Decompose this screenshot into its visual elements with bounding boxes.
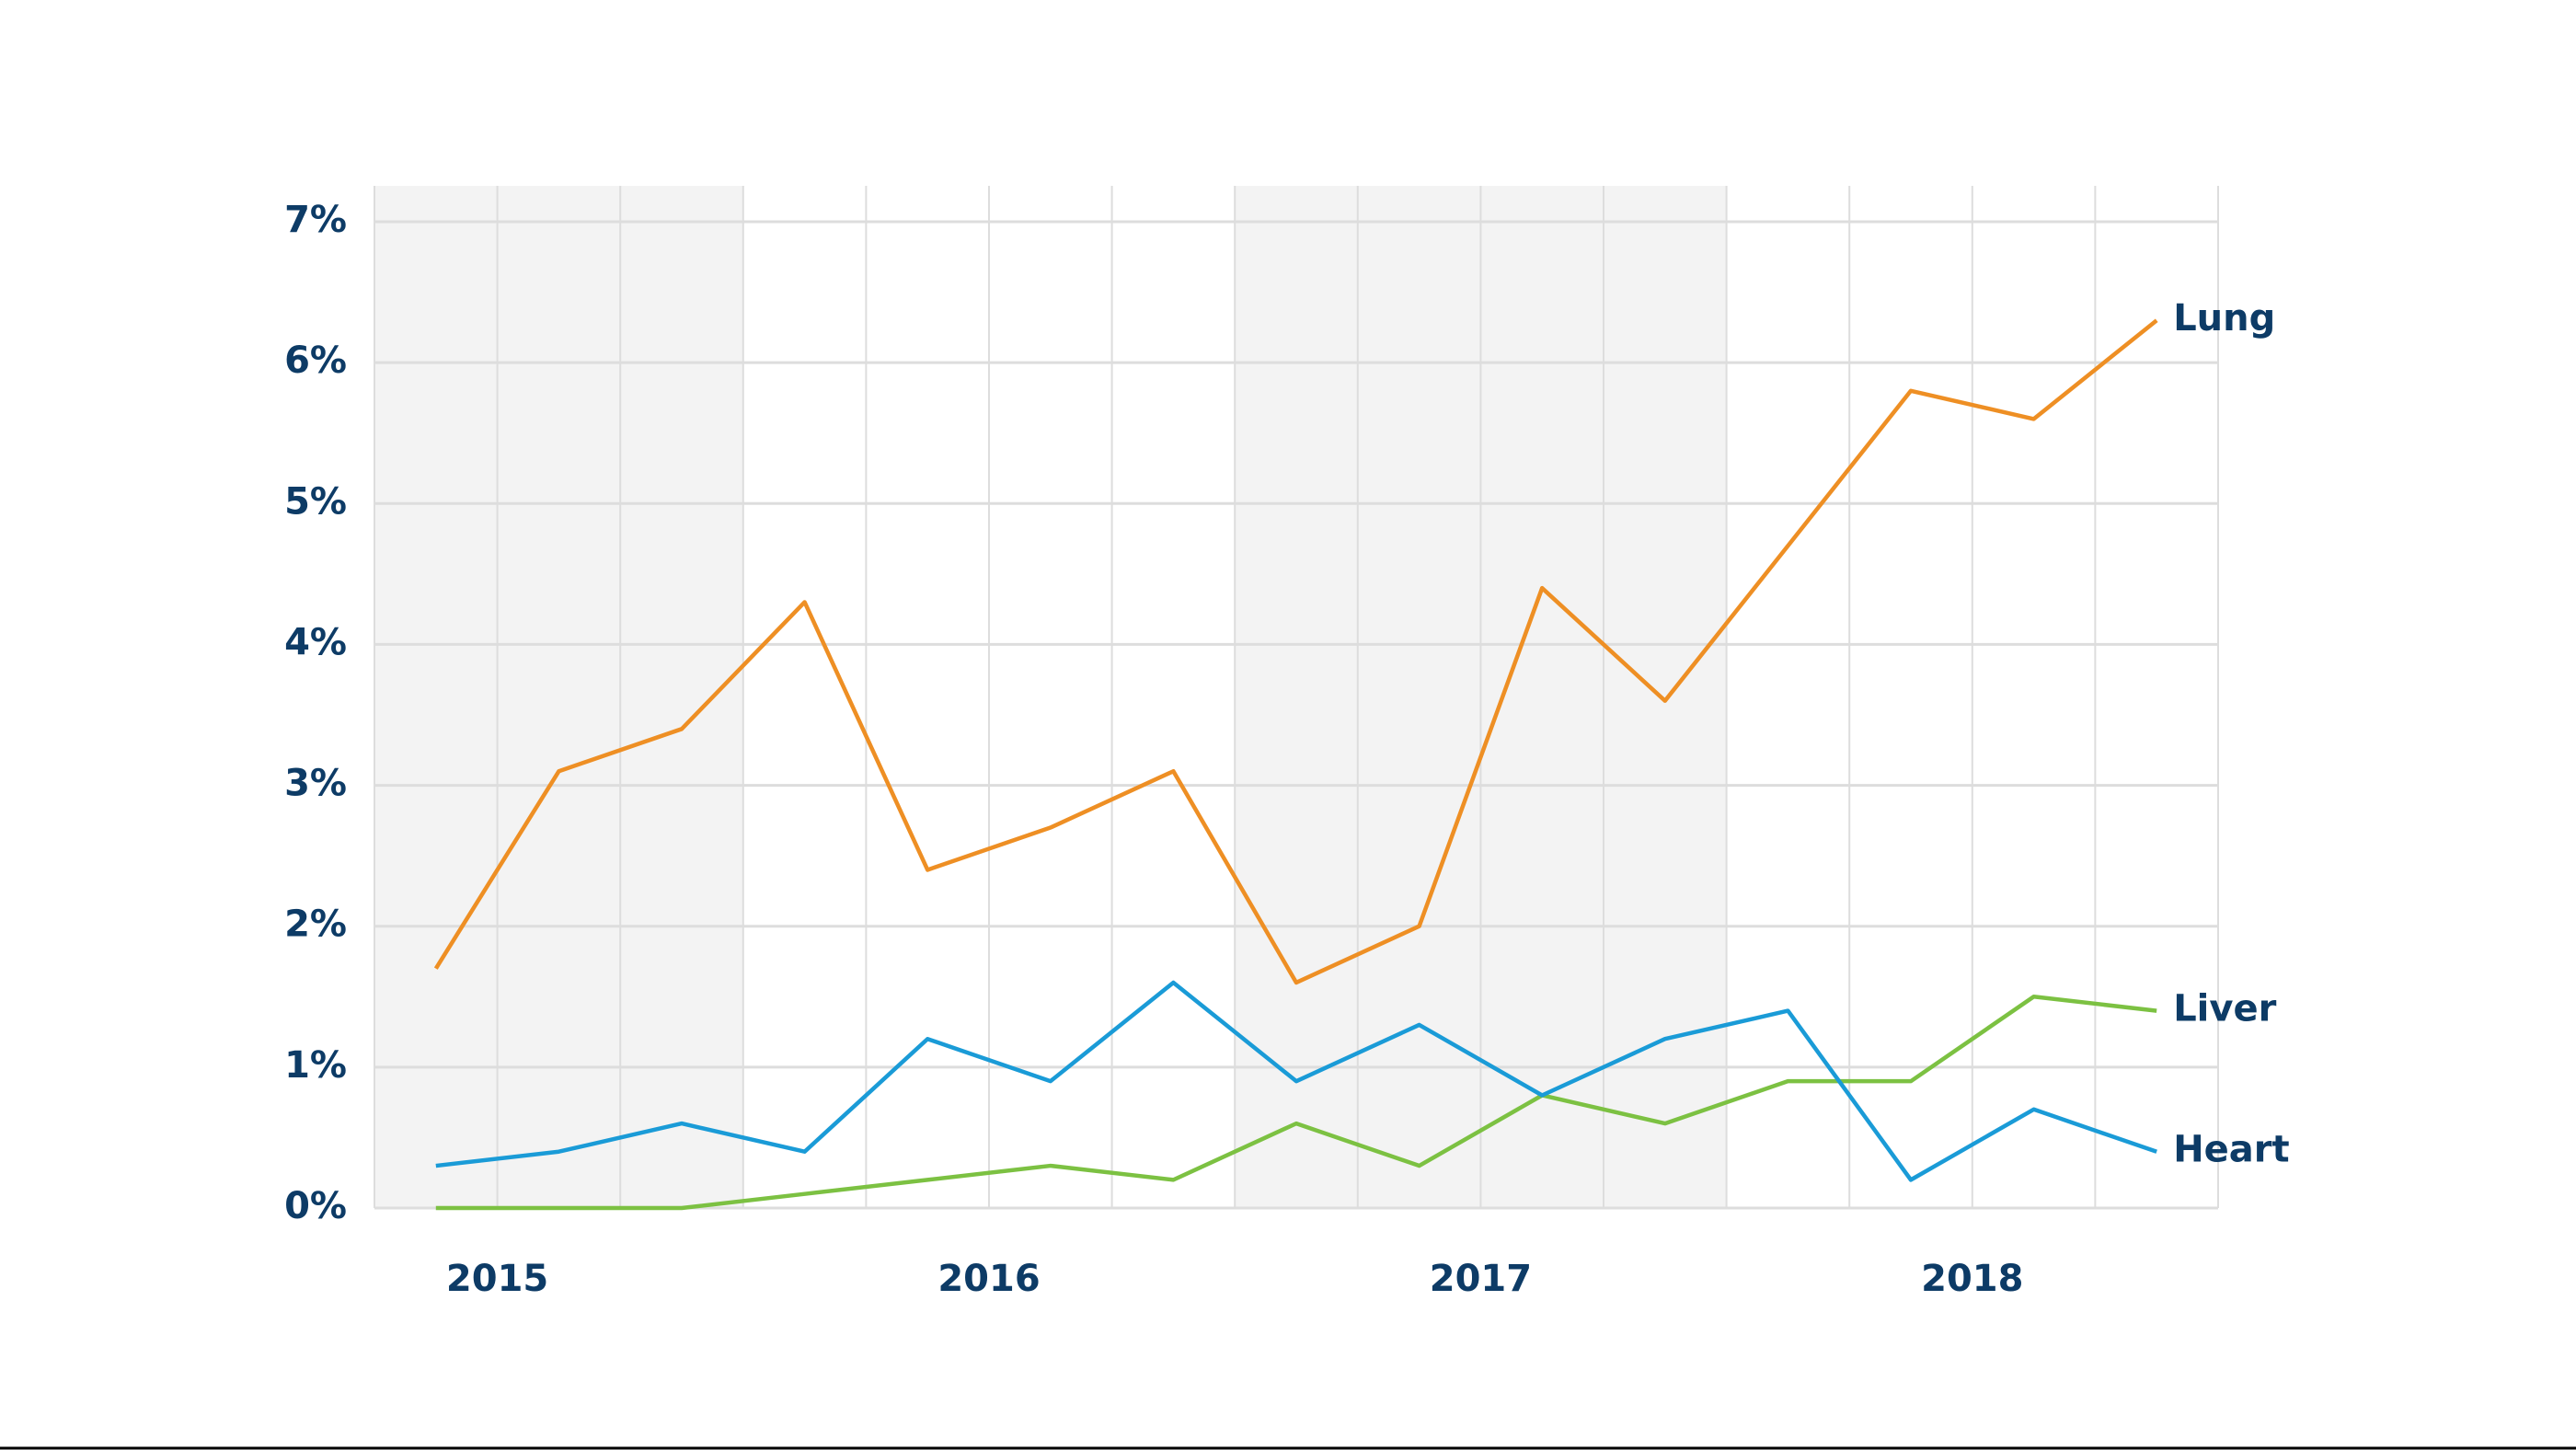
y-tick-label: 2% — [284, 903, 347, 946]
y-tick-label: 3% — [284, 763, 347, 805]
y-tick-label: 7% — [284, 199, 347, 241]
x-tick-label: 2018 — [1921, 1258, 2023, 1300]
series-label: Heart — [2173, 1129, 2289, 1171]
series-line — [433, 318, 2158, 985]
y-tick-label: 6% — [284, 339, 347, 382]
series-label: Lung — [2173, 297, 2275, 339]
y-tick-label: 1% — [284, 1044, 347, 1087]
y-tick-label: 0% — [284, 1185, 347, 1227]
y-tick-label: 5% — [284, 480, 347, 523]
series-label: Liver — [2173, 988, 2276, 1030]
shaded-span — [374, 186, 743, 1208]
x-tick-label: 2017 — [1430, 1258, 1532, 1300]
x-tick-label: 2016 — [937, 1258, 1040, 1300]
y-tick-label: 4% — [284, 621, 347, 663]
series-line — [435, 995, 2157, 1211]
series-line — [435, 980, 2157, 1182]
x-tick-label: 2015 — [446, 1258, 548, 1300]
